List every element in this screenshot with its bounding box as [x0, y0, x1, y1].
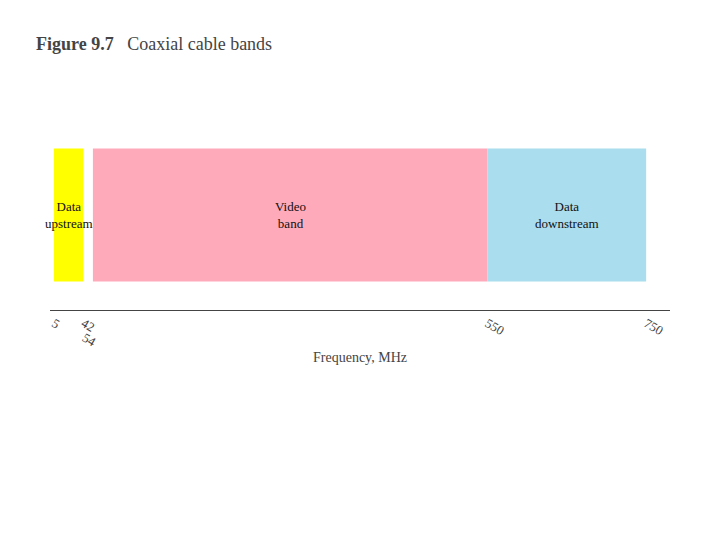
- svg-text:Dataupstream: Dataupstream: [45, 199, 93, 231]
- svg-text:Datadownstream: Datadownstream: [535, 199, 599, 231]
- svg-text:5: 5: [49, 315, 62, 331]
- svg-text:Figure 9.7 Coaxial cable ban: Figure 9.7 Coaxial cable bands: [36, 34, 272, 54]
- svg-text:54: 54: [80, 330, 99, 350]
- svg-text:750: 750: [641, 315, 665, 338]
- svg-text:Videoband: Videoband: [275, 199, 306, 231]
- svg-text:Frequency, MHz: Frequency, MHz: [313, 350, 407, 365]
- svg-text:550: 550: [482, 315, 506, 338]
- svg-text:42: 42: [79, 315, 98, 334]
